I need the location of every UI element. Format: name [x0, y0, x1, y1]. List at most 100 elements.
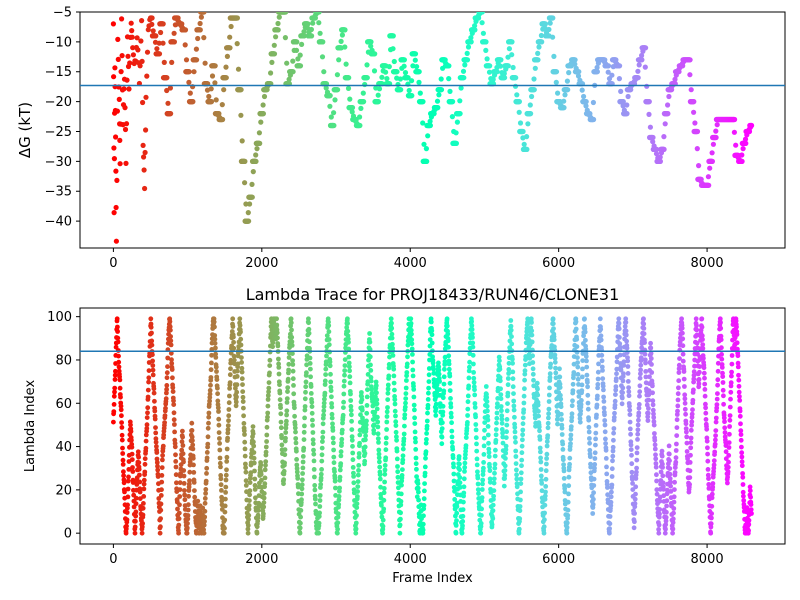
lambda-point	[168, 338, 174, 344]
lambda-point	[636, 405, 642, 411]
delta-g-point	[666, 93, 672, 100]
lambda-point	[444, 323, 450, 329]
lambda-point	[313, 501, 318, 507]
lambda-point	[346, 354, 352, 360]
delta-g-point	[113, 134, 119, 140]
lambda-point	[495, 401, 500, 407]
lambda-point	[118, 403, 124, 409]
lambda-point	[545, 420, 551, 426]
lambda-point	[658, 469, 664, 475]
lambda-point	[264, 424, 270, 430]
lambda-point	[648, 340, 653, 346]
lambda-point	[369, 387, 374, 392]
lambda-point	[402, 412, 408, 418]
lambda-point	[171, 398, 176, 404]
delta-g-point	[665, 111, 671, 117]
delta-g-point	[310, 20, 316, 26]
lambda-point	[521, 407, 527, 413]
delta-g-point	[487, 63, 493, 69]
lambda-point	[239, 360, 245, 365]
lambda-point	[628, 442, 634, 448]
lambda-point	[487, 464, 492, 470]
lambda-point	[625, 364, 631, 369]
delta-g-point	[175, 15, 181, 21]
lambda-point	[318, 475, 324, 481]
lambda-point	[583, 346, 589, 352]
lambda-point	[614, 366, 620, 372]
lambda-point	[462, 455, 468, 461]
lambda-point	[611, 430, 616, 436]
lambda-point	[376, 447, 382, 453]
delta-g-point	[516, 109, 522, 115]
lambda-point	[216, 416, 222, 422]
delta-g-point	[114, 177, 120, 183]
delta-g-point	[223, 75, 229, 81]
lambda-point	[548, 361, 553, 367]
lambda-point	[453, 530, 459, 536]
lambda-point	[365, 387, 370, 393]
lambda-point	[364, 410, 370, 416]
delta-g-point	[461, 75, 467, 81]
lambda-point	[485, 424, 491, 429]
lambda-point	[493, 437, 499, 443]
delta-g-point	[123, 160, 129, 166]
delta-g-point	[438, 87, 445, 93]
lambda-point	[205, 434, 211, 440]
lambda-point	[309, 399, 315, 405]
lambda-point	[186, 488, 192, 493]
delta-g-point	[160, 21, 166, 27]
lambda-point	[219, 494, 225, 500]
lambda-point	[434, 389, 440, 395]
lambda-point	[595, 382, 601, 387]
lambda-point	[158, 516, 164, 521]
lambda-point	[374, 397, 380, 403]
lambda-point	[481, 452, 487, 457]
lambda-point	[252, 487, 258, 492]
lambda-point	[312, 483, 318, 488]
lambda-point	[331, 440, 336, 446]
lambda-point	[157, 530, 163, 536]
delta-g-point	[116, 96, 122, 102]
lambda-point	[190, 442, 196, 448]
lambda-point	[625, 379, 631, 384]
lambda-point	[120, 445, 125, 451]
lambda-point	[480, 481, 485, 487]
lambda-point	[152, 408, 158, 414]
lambda-point	[663, 518, 669, 524]
lambda-point	[262, 467, 268, 473]
lambda-point	[471, 370, 476, 375]
lambda-point	[341, 391, 347, 397]
lambda-point	[163, 405, 168, 411]
lambda-point	[442, 359, 448, 364]
lambda-point	[638, 367, 643, 373]
lambda-point	[184, 530, 190, 536]
lambda-point	[241, 428, 247, 434]
lambda-point	[688, 445, 694, 451]
lambda-point	[336, 497, 342, 503]
lambda-point	[319, 445, 325, 451]
delta-g-point	[446, 63, 452, 69]
lambda-point	[397, 530, 403, 536]
lambda-point	[299, 482, 305, 488]
lambda-point	[375, 424, 381, 430]
lambda-point	[486, 446, 492, 452]
lambda-point	[153, 430, 159, 436]
lambda-point	[130, 465, 135, 470]
delta-g-point	[484, 56, 490, 62]
lambda-point	[441, 388, 447, 394]
lambda-point	[233, 385, 238, 391]
lambda-point	[154, 456, 160, 462]
delta-g-point	[186, 79, 192, 85]
lambda-point	[599, 358, 605, 364]
lambda-point	[348, 407, 354, 413]
delta-g-point	[427, 122, 433, 129]
delta-g-point	[227, 45, 233, 51]
lambda-point	[449, 420, 454, 426]
lambda-point	[522, 368, 528, 374]
lambda-point	[442, 366, 447, 372]
lambda-point	[378, 484, 383, 490]
lambda-point	[472, 387, 477, 393]
lambda-point	[215, 391, 221, 397]
lambda-point	[641, 316, 646, 322]
lambda-point	[491, 476, 497, 482]
